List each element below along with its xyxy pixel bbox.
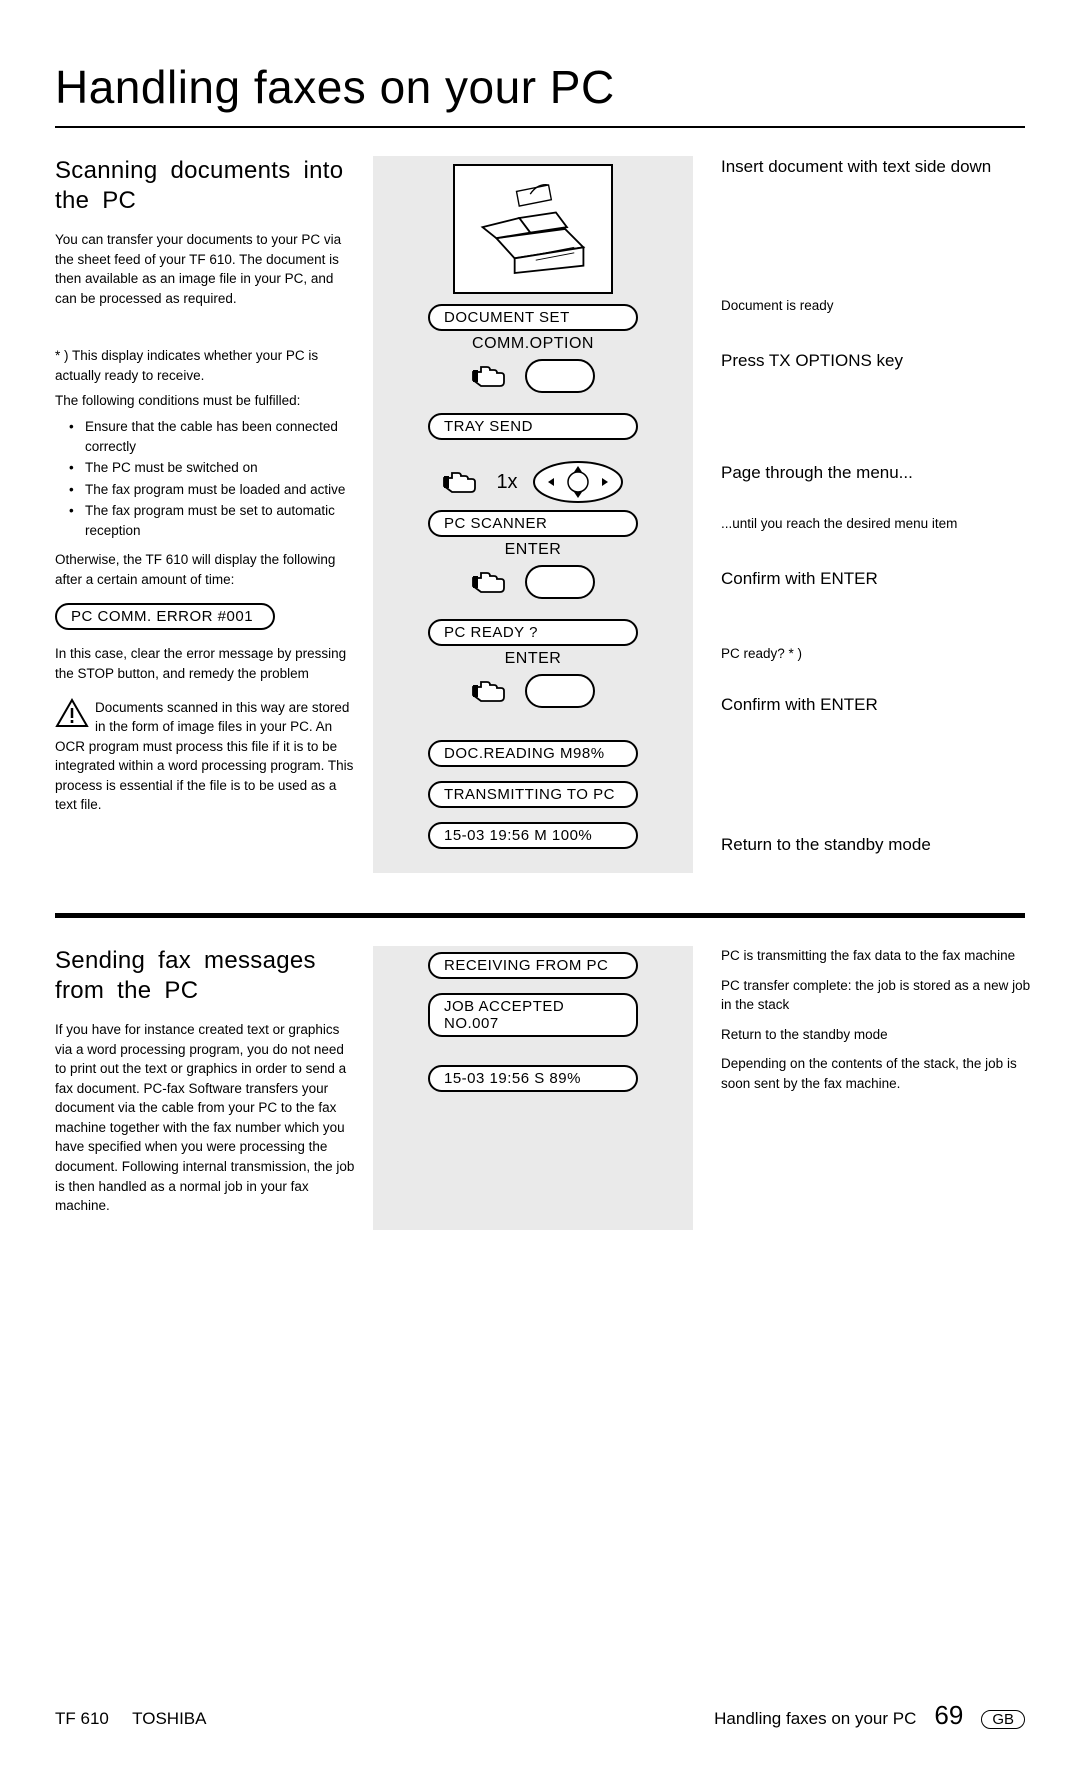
fax-machine-figure — [453, 164, 613, 294]
intro-text: You can transfer your documents to your … — [55, 230, 355, 308]
explanation-column: PC is transmitting the fax data to the f… — [711, 946, 1031, 1230]
lcd-display: TRANSMITTING TO PC — [428, 781, 638, 808]
warning-icon — [55, 698, 89, 728]
footer-section: Handling faxes on your PC — [714, 1709, 916, 1729]
hand-pointing-icon — [471, 362, 511, 390]
footer-left: TF 610 TOSHIBA — [55, 1709, 207, 1729]
hand-pointing-icon — [442, 468, 482, 496]
step-note: Page through the menu... — [721, 462, 1031, 514]
condition-item: The fax program must be loaded and activ… — [55, 480, 355, 500]
oval-button — [525, 565, 595, 599]
step-note: Confirm with ENTER — [721, 568, 1031, 644]
explanation-column: Insert document with text side down Docu… — [711, 156, 1031, 873]
section-sending: Sending fax messages from the PC If you … — [55, 946, 1025, 1230]
step-note: Confirm with ENTER — [721, 694, 1031, 834]
lcd-display: RECEIVING FROM PC — [428, 952, 638, 979]
otherwise-text: Otherwise, the TF 610 will display the f… — [55, 550, 355, 589]
brand-label: TOSHIBA — [132, 1709, 206, 1728]
page-footer: TF 610 TOSHIBA Handling faxes on your PC… — [55, 1700, 1025, 1731]
procedure-column: DOCUMENT SET COMM.OPTION TRAY SEND 1x — [373, 156, 693, 873]
language-pill: GB — [981, 1710, 1025, 1729]
button-label: COMM.OPTION — [385, 335, 681, 353]
condition-item: The PC must be switched on — [55, 458, 355, 478]
footer-right: Handling faxes on your PC 69 GB — [714, 1700, 1025, 1731]
step-note: PC transfer complete: the job is stored … — [721, 976, 1031, 1015]
lcd-display: 15-03 19:56 M 100% — [428, 822, 638, 849]
lcd-display: DOCUMENT SET — [428, 304, 638, 331]
step-note: Press TX OPTIONS key — [721, 350, 1031, 462]
body-text: If you have for instance created text or… — [55, 1020, 355, 1216]
condition-item: The fax program must be set to automatic… — [55, 501, 355, 540]
button-label: ENTER — [385, 541, 681, 559]
button-label: ENTER — [385, 650, 681, 668]
ocr-warning: Documents scanned in this way are stored… — [55, 698, 355, 815]
step-note: Return to the standby mode — [721, 834, 1031, 857]
section-heading: Sending fax messages from the PC — [55, 946, 355, 1006]
condition-item: Ensure that the cable has been connected… — [55, 417, 355, 456]
section-heading: Scanning documents into the PC — [55, 156, 355, 216]
lcd-display: 15-03 19:56 S 89% — [428, 1065, 638, 1092]
section-scanning: Scanning documents into the PC You can t… — [55, 156, 1025, 873]
left-column: Sending fax messages from the PC If you … — [55, 946, 355, 1230]
step-note: Depending on the contents of the stack, … — [721, 1054, 1031, 1093]
warning-text: Documents scanned in this way are stored… — [55, 700, 353, 813]
model-label: TF 610 — [55, 1709, 109, 1728]
conditions-lead: The following conditions must be fulfill… — [55, 391, 355, 411]
step-note: ...until you reach the desired menu item — [721, 514, 1031, 568]
nav-arrows-icon — [532, 460, 624, 504]
step-note: PC ready? * ) — [721, 644, 1031, 694]
step-note: Return to the standby mode — [721, 1025, 1031, 1045]
step-note: PC is transmitting the fax data to the f… — [721, 946, 1031, 966]
page-title: Handling faxes on your PC — [55, 60, 1025, 128]
procedure-column: RECEIVING FROM PC JOB ACCEPTED NO.007 15… — [373, 946, 693, 1230]
section-divider — [55, 913, 1025, 918]
conditions-list: Ensure that the cable has been connected… — [55, 417, 355, 540]
error-display: PC COMM. ERROR #001 — [55, 603, 275, 630]
error-fix-text: In this case, clear the error message by… — [55, 644, 355, 683]
lcd-display: JOB ACCEPTED NO.007 — [428, 993, 638, 1037]
page-number: 69 — [934, 1700, 963, 1731]
hand-pointing-icon — [471, 568, 511, 596]
lcd-display: PC SCANNER — [428, 510, 638, 537]
hand-pointing-icon — [471, 677, 511, 705]
lcd-display: DOC.READING M98% — [428, 740, 638, 767]
oval-button — [525, 359, 595, 393]
press-count: 1x — [496, 471, 517, 494]
oval-button — [525, 674, 595, 708]
pc-ready-footnote: * ) This display indicates whether your … — [55, 346, 355, 385]
lcd-display: TRAY SEND — [428, 413, 638, 440]
step-note: Insert document with text side down — [721, 156, 1031, 296]
left-column: Scanning documents into the PC You can t… — [55, 156, 355, 873]
manual-page: Handling faxes on your PC Scanning docum… — [0, 0, 1080, 1773]
lcd-display: PC READY ? — [428, 619, 638, 646]
step-note: Document is ready — [721, 296, 1031, 350]
